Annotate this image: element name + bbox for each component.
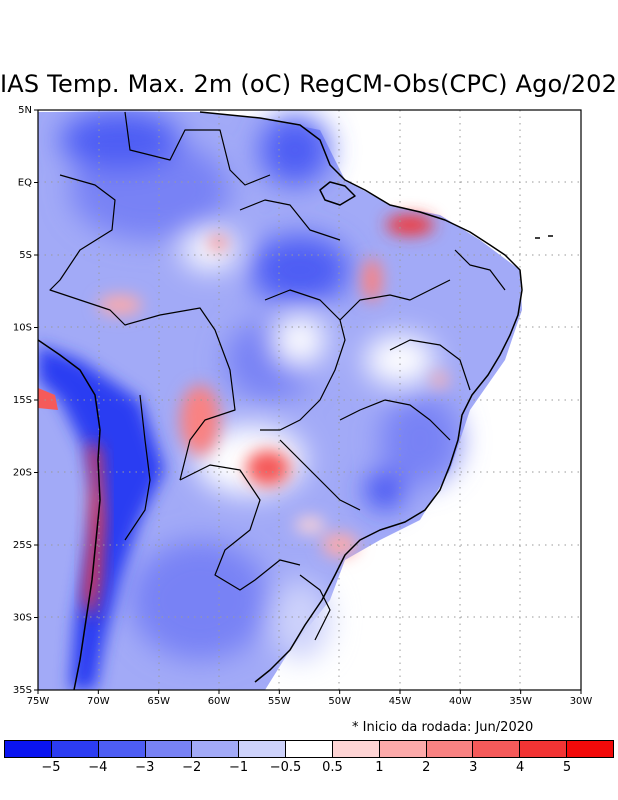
colorbar-cell <box>426 741 474 757</box>
x-tick-label: 60W <box>208 696 231 707</box>
x-tick-label: 35W <box>509 696 532 707</box>
x-tick-label: 50W <box>328 696 351 707</box>
colorbar-cell <box>379 741 427 757</box>
x-tick-label: 65W <box>147 696 170 707</box>
colorbar-cell <box>98 741 146 757</box>
colorbar-label: 3 <box>469 760 478 775</box>
colorbar-label: 1 <box>375 760 384 775</box>
colorbar-cell <box>145 741 193 757</box>
country-borders <box>49 111 506 641</box>
y-tick-label: 15S <box>13 395 32 406</box>
colorbar-label: −2 <box>182 760 202 775</box>
colorbar-label: 5 <box>562 760 572 775</box>
colorbar-cell <box>286 741 333 757</box>
colorbar-cell <box>5 741 52 757</box>
x-tick-label: 75W <box>27 696 50 707</box>
x-tick-label: 70W <box>87 696 110 707</box>
y-tick-label: 30S <box>13 613 32 624</box>
colorbar-cell <box>520 741 568 757</box>
x-tick-label: 40W <box>449 696 472 707</box>
map-title: IAS Temp. Max. 2m (oC) RegCM-Obs(CPC) Ag… <box>0 70 618 98</box>
x-tick-label: 45W <box>389 696 412 707</box>
run-start-note: * Inicio da rodada: Jun/2020 <box>352 720 534 735</box>
colorbar-cell <box>239 741 287 757</box>
colorbar <box>4 740 614 758</box>
y-tick-label: EQ <box>18 178 32 189</box>
y-tick-label: 5S <box>19 250 32 261</box>
y-tick-label: 35S <box>13 685 32 696</box>
coastlines <box>38 111 553 690</box>
colorbar-cell <box>192 741 240 757</box>
colorbar-label: −5 <box>41 760 61 775</box>
y-axis: 5N EQ 5S 10S 15S 20S 25S 30S 35S <box>13 105 38 696</box>
y-tick-label: 20S <box>13 468 32 479</box>
x-axis: 75W 70W 65W 60W 55W 50W 45W 40W 35W 30W <box>27 690 593 707</box>
colorbar-label: −4 <box>88 760 108 775</box>
colorbar-cell <box>332 741 380 757</box>
colorbar-label: 2 <box>422 760 431 775</box>
colorbar-cell <box>51 741 99 757</box>
colorbar-label: −0.5 <box>269 760 302 775</box>
colorbar-cell <box>567 741 613 757</box>
x-tick-label: 55W <box>268 696 291 707</box>
colorbar-labels: −5 −4 −3 −2 −1 −0.5 0.5 1 2 3 4 5 <box>0 760 618 780</box>
colorbar-label: −3 <box>135 760 155 775</box>
colorbar-label: 4 <box>516 760 525 775</box>
colorbar-label: 0.5 <box>322 760 343 775</box>
colorbar-cell <box>473 741 521 757</box>
x-tick-label: 30W <box>570 696 593 707</box>
y-tick-label: 25S <box>13 540 32 551</box>
colorbar-label: −1 <box>229 760 249 775</box>
y-tick-label: 10S <box>13 323 32 334</box>
y-tick-label: 5N <box>18 105 32 116</box>
